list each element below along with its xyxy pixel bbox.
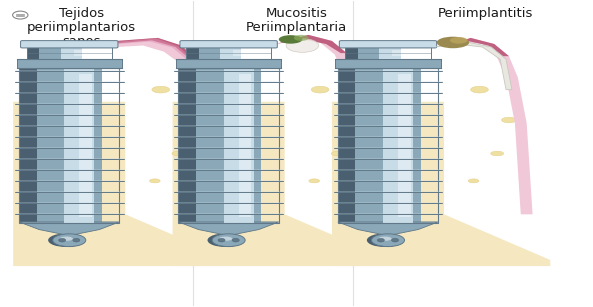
Ellipse shape <box>294 35 308 41</box>
Ellipse shape <box>490 151 503 156</box>
Polygon shape <box>435 41 512 90</box>
Ellipse shape <box>48 233 84 247</box>
Text: Periimplantitis: Periimplantitis <box>438 7 533 21</box>
Ellipse shape <box>331 151 345 156</box>
Polygon shape <box>178 222 279 236</box>
Bar <box>178 68 279 223</box>
Bar <box>398 74 410 217</box>
Bar <box>64 68 94 223</box>
Circle shape <box>218 238 225 242</box>
Bar <box>335 59 441 68</box>
Ellipse shape <box>183 117 197 123</box>
Polygon shape <box>19 222 119 236</box>
Bar <box>17 59 122 68</box>
Polygon shape <box>444 38 509 56</box>
Polygon shape <box>444 38 533 214</box>
Ellipse shape <box>172 151 185 156</box>
Ellipse shape <box>450 37 468 44</box>
Bar <box>79 74 92 217</box>
Ellipse shape <box>212 234 245 247</box>
Circle shape <box>391 238 398 242</box>
Bar <box>238 74 251 217</box>
Bar <box>392 50 401 56</box>
Polygon shape <box>173 102 391 266</box>
Bar <box>355 68 420 223</box>
Ellipse shape <box>149 179 160 183</box>
Ellipse shape <box>60 237 73 241</box>
Bar <box>196 68 262 223</box>
Bar <box>37 68 102 223</box>
Bar <box>74 50 82 56</box>
Ellipse shape <box>502 117 517 123</box>
Ellipse shape <box>309 179 320 183</box>
Bar <box>220 47 241 59</box>
Bar <box>39 47 78 59</box>
Ellipse shape <box>378 237 391 241</box>
Polygon shape <box>276 35 347 53</box>
Ellipse shape <box>286 39 318 52</box>
Bar <box>19 68 119 223</box>
Ellipse shape <box>219 237 232 241</box>
Ellipse shape <box>371 234 404 247</box>
Polygon shape <box>116 38 201 84</box>
Circle shape <box>73 238 80 242</box>
Bar <box>27 47 112 59</box>
FancyBboxPatch shape <box>21 41 118 48</box>
Text: Periimplantaria: Periimplantaria <box>246 21 347 34</box>
Ellipse shape <box>208 233 244 247</box>
Bar <box>380 47 401 59</box>
Bar <box>224 68 254 223</box>
Bar <box>186 47 199 59</box>
Polygon shape <box>13 102 232 266</box>
Bar <box>27 47 39 59</box>
Text: sanos: sanos <box>62 35 100 48</box>
Bar <box>358 47 397 59</box>
Bar <box>383 68 413 223</box>
Bar <box>338 68 438 223</box>
Circle shape <box>59 238 66 242</box>
Polygon shape <box>332 102 550 266</box>
Bar <box>233 50 241 56</box>
Text: Mucositis: Mucositis <box>266 7 327 21</box>
Ellipse shape <box>471 86 488 93</box>
Polygon shape <box>338 222 438 236</box>
Circle shape <box>232 238 239 242</box>
Bar <box>186 47 271 59</box>
Ellipse shape <box>53 234 86 247</box>
Bar <box>60 47 82 59</box>
FancyBboxPatch shape <box>180 41 278 48</box>
Polygon shape <box>116 38 214 214</box>
Ellipse shape <box>468 179 479 183</box>
Bar <box>178 68 196 223</box>
Bar <box>19 68 37 223</box>
Ellipse shape <box>311 86 329 93</box>
Bar <box>345 47 431 59</box>
Bar <box>345 47 358 59</box>
Ellipse shape <box>279 35 302 44</box>
Circle shape <box>377 238 384 242</box>
Ellipse shape <box>436 37 469 48</box>
FancyBboxPatch shape <box>339 41 436 48</box>
Ellipse shape <box>342 117 357 123</box>
Polygon shape <box>276 35 370 214</box>
Ellipse shape <box>367 233 403 247</box>
Bar <box>199 47 237 59</box>
Text: periimplantarios: periimplantarios <box>27 21 136 34</box>
Bar <box>176 59 281 68</box>
Text: Tejidos: Tejidos <box>59 7 104 21</box>
Polygon shape <box>116 38 205 84</box>
Bar <box>338 68 355 223</box>
Ellipse shape <box>152 86 170 93</box>
